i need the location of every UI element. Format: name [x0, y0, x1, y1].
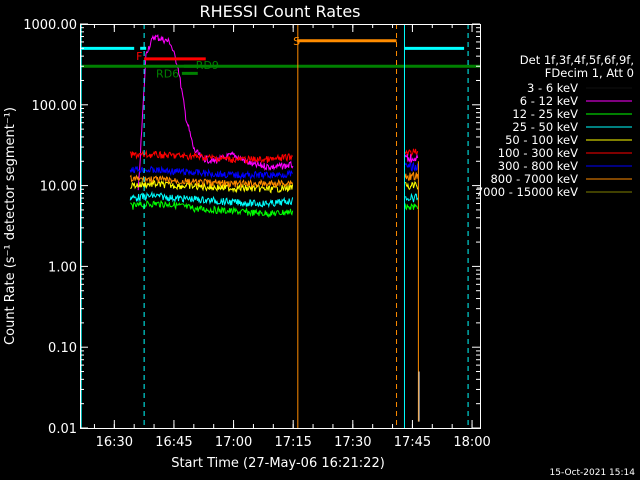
x-tick-label: 17:45	[394, 435, 431, 450]
series-line-post-gap	[404, 203, 419, 211]
legend-label: 3 - 6 keV	[527, 81, 578, 95]
x-tick-label: 16:45	[155, 435, 192, 450]
series-line	[129, 165, 293, 181]
x-tick-label: 17:15	[274, 435, 311, 450]
x-tick-label: 18:00	[453, 435, 490, 450]
series-line-post-gap	[405, 192, 419, 203]
series-line	[129, 149, 293, 165]
y-tick-label: 0.10	[48, 341, 77, 356]
x-tick-label: 16:30	[96, 435, 133, 450]
x-tick-label: 17:30	[334, 435, 371, 450]
series-line-post-gap	[404, 148, 419, 158]
series-line-post-gap	[404, 212, 419, 223]
legend-label: 25 - 50 keV	[512, 120, 578, 134]
y-tick-label: 0.01	[48, 422, 77, 437]
y-tick-label: 100.00	[32, 99, 78, 114]
annotation-s: S	[293, 35, 300, 48]
y-tick-label: 1000.00	[23, 18, 77, 33]
legend-header-line-2: FDecim 1, Att 0	[545, 66, 634, 80]
legend-label: 300 - 800 keV	[498, 159, 578, 173]
legend-label: 50 - 100 keV	[505, 133, 578, 147]
series-line-post-gap	[404, 161, 419, 172]
y-axis: 0.01 0.10 1.00 10.00 100.00 1000.00	[23, 18, 480, 437]
annotation-f: F	[136, 50, 142, 63]
x-tick-label: 17:00	[215, 435, 252, 450]
series-line	[129, 23, 297, 229]
legend-header-line-1: Det 1f,3f,4f,5f,6f,9f,	[520, 53, 634, 67]
overlay-layer: F RD9 RD6 S	[80, 24, 480, 428]
series-line-post-gap	[405, 181, 419, 191]
legend-label: 12 - 25 keV	[512, 107, 578, 121]
annotation-rd9: RD9	[196, 59, 219, 72]
plot-frame	[80, 24, 481, 429]
x-axis: 16:30 16:45 17:00 17:15 17:30 17:45 18:00	[93, 24, 491, 450]
y-tick-label: 1.00	[48, 260, 77, 275]
series-line	[129, 190, 294, 209]
series-line	[130, 179, 294, 194]
series-line	[129, 174, 294, 189]
series-line-post-gap	[404, 153, 419, 164]
chart-title: RHESSI Count Rates	[200, 2, 361, 21]
legend: Det 1f,3f,4f,5f,6f,9f, FDecim 1, Att 0 3…	[476, 53, 634, 199]
series-line-post-gap	[404, 171, 419, 181]
x-axis-label: Start Time (27-May-06 16:21:22)	[171, 456, 385, 471]
legend-label: 7000 - 15000 keV	[476, 185, 578, 199]
annotation-rd6: RD6	[156, 67, 179, 80]
timestamp: 15-Oct-2021 15:14	[550, 468, 636, 478]
legend-label: 800 - 7000 keV	[490, 172, 578, 186]
y-tick-label: 10.00	[40, 180, 77, 195]
legend-label: 6 - 12 keV	[520, 94, 578, 108]
legend-label: 100 - 300 keV	[498, 146, 578, 160]
series-layer	[129, 23, 420, 422]
y-axis-label: Count Rate (s⁻¹ detector segment⁻¹)	[3, 107, 18, 345]
series-line	[130, 199, 294, 219]
